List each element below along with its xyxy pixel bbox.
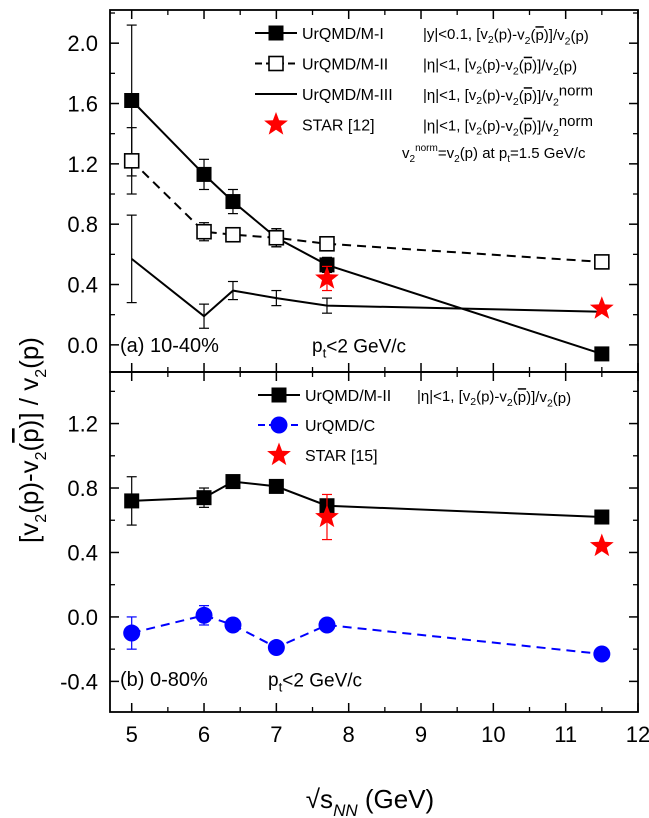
series-line	[130, 99, 603, 355]
series-b-1	[123, 605, 611, 663]
legend-marker	[268, 25, 284, 41]
chart-panels: 0.0 0.4 0.8 1.2 1.6 2.0 UrQMD/M-I |y|<0.1, [v2(…	[60, 9, 649, 747]
series-line	[131, 258, 602, 318]
legend-marker	[267, 442, 291, 466]
data-point	[195, 606, 213, 624]
x-tick-label: 10	[481, 722, 505, 747]
legend-label: UrQMD/M-II	[302, 57, 388, 74]
legend-a: UrQMD/M-I |y|<0.1, [v2(p)-v2(p)]/v2(p) UrQ…	[255, 25, 593, 165]
y-tick-label: 1.2	[67, 152, 98, 177]
plot-frame	[109, 371, 639, 713]
series-a-2	[126, 214, 602, 329]
data-point	[319, 235, 335, 252]
x-tick-label: 8	[343, 722, 355, 747]
norm-note: v2norm=v2(p) at pt=1.5 GeV/c	[402, 143, 586, 165]
y-tick-label: -0.4	[60, 669, 98, 694]
data-point	[268, 478, 284, 494]
data-point	[267, 639, 285, 657]
data-point	[123, 153, 140, 169]
series-a-3	[315, 265, 614, 319]
legend-label: UrQMD/M-I	[302, 26, 384, 43]
panel-a: 0.0 0.4 0.8 1.2 1.6 2.0 UrQMD/M-I |y|<0.1, [v2(…	[67, 9, 639, 373]
panel-label: (a) 10-40%	[120, 335, 219, 357]
legend-b: UrQMD/M-II |η|<1, [v2(p)-v2(p)]/v2(p) UrQM…	[258, 387, 571, 466]
data-point	[225, 226, 241, 243]
data-point	[225, 194, 241, 210]
data-point	[589, 296, 614, 319]
x-tick-label: 12	[626, 722, 649, 747]
x-tick-label: 5	[126, 722, 138, 747]
legend-marker	[271, 387, 287, 403]
y-tick-label: 0.4	[67, 540, 98, 565]
legend-condition: |η|<1, [v2(p)-v2(p)]/v2(p)	[423, 57, 577, 78]
data-point	[318, 616, 336, 634]
data-point	[593, 645, 611, 663]
y-tick-label: 1.2	[67, 412, 98, 437]
data-point	[224, 616, 242, 634]
data-point	[594, 509, 610, 525]
data-point	[124, 493, 140, 509]
legend-label: STAR [12]	[302, 118, 375, 135]
legend-condition: |y|<0.1, [v2(p)-v2(p)]/v2(p)	[423, 26, 589, 47]
series-line	[131, 480, 602, 518]
legend-label: UrQMD/M-III	[302, 87, 393, 104]
y-tick-label: 0.0	[67, 605, 98, 630]
y-tick-label: 0.0	[67, 333, 98, 358]
y-tick-label: 0.8	[67, 212, 98, 237]
cut-label: pt<2 GeV/c	[312, 336, 406, 360]
legend-condition: |η|<1, [v2(p)-v2(p)]/v2norm	[423, 82, 593, 108]
data-point	[225, 474, 241, 490]
x-tick-label: 6	[198, 722, 210, 747]
legend-marker	[270, 416, 288, 434]
cut-label: pt<2 GeV/c	[268, 670, 362, 694]
x-tick-label: 11	[554, 722, 577, 747]
legend-label: UrQMD/C	[305, 418, 375, 435]
data-point	[196, 490, 212, 506]
data-point	[319, 257, 335, 273]
data-point	[124, 93, 140, 108]
panel-b: 5 6 7 8 9 10 11 12 -0.4 0.0 0.4 0.8 1.2 UrQMD/M-II |η|…	[60, 371, 649, 747]
legend-label: STAR [15]	[305, 448, 378, 465]
panel-label: (b) 0-80%	[120, 669, 208, 691]
series-b-0	[124, 474, 610, 526]
data-point	[589, 533, 614, 557]
legend-condition: |η|<1, [v2(p)-v2(p)]/v2norm	[423, 113, 593, 139]
series-b-2	[315, 493, 614, 557]
y-tick-label: 1.6	[67, 92, 98, 117]
series-a-1	[123, 127, 610, 270]
data-point	[594, 254, 610, 270]
data-point	[315, 504, 339, 528]
data-point	[123, 624, 141, 642]
data-point	[268, 229, 285, 246]
x-tick-label: 7	[270, 722, 282, 747]
y-tick-label: 2.0	[67, 31, 98, 56]
data-point	[594, 346, 610, 362]
data-point	[315, 266, 339, 289]
legend-condition: |η|<1, [v2(p)-v2(p)]/v2(p)	[417, 388, 571, 409]
legend-marker	[268, 55, 284, 72]
y-axis-label: [v2(p)-v2(p)] / v2(p)	[14, 337, 50, 543]
x-tick-label: 9	[415, 722, 427, 747]
legend-marker	[264, 112, 288, 135]
data-point	[196, 223, 212, 240]
series-line	[130, 160, 602, 263]
legend-label: UrQMD/M-II	[305, 388, 391, 405]
y-tick-label: 0.8	[67, 476, 98, 501]
x-axis-label: √sNN (GeV)	[306, 784, 434, 818]
series-line	[131, 614, 602, 655]
y-tick-label: 0.4	[67, 273, 98, 298]
data-point	[196, 166, 212, 182]
